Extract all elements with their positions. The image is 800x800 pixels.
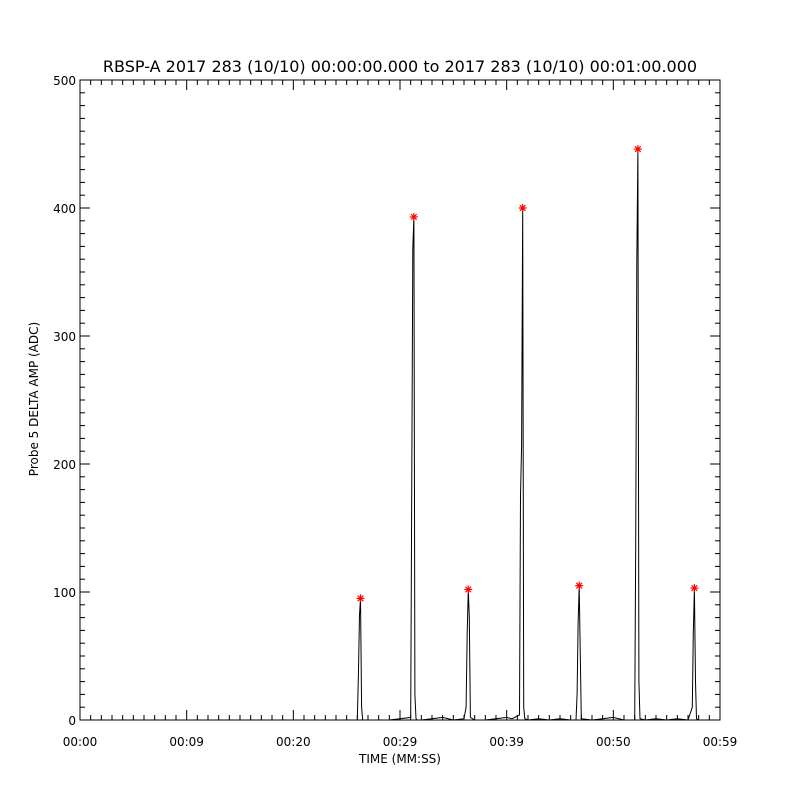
- peak-marker-stroke: [519, 204, 526, 212]
- peak-marker: [690, 584, 699, 593]
- peak-marker-stroke: [465, 586, 472, 593]
- x-tick-label: 00:50: [596, 735, 631, 749]
- series-group: [80, 149, 720, 721]
- peak-marker-stroke: [575, 582, 583, 589]
- peak-marker-stroke: [357, 595, 364, 602]
- x-tick-label: 00:39: [489, 735, 524, 749]
- y-tick-label: 100: [53, 586, 76, 600]
- x-tick-label: 00:29: [383, 735, 418, 749]
- x-tick-label: 00:09: [169, 735, 204, 749]
- peak-marker-stroke: [634, 145, 642, 153]
- y-tick-label: 200: [53, 458, 76, 472]
- peak-marker: [409, 212, 418, 221]
- series-line: [80, 149, 720, 721]
- axis-ticks: [79, 79, 721, 721]
- peak-marker: [575, 581, 584, 590]
- chart-title: RBSP-A 2017 283 (10/10) 00:00:00.000 to …: [103, 57, 697, 76]
- x-tick-label: 00:00: [63, 735, 98, 749]
- peak-marker: [464, 585, 473, 594]
- x-tick-label: 00:59: [703, 735, 738, 749]
- peak-marker-stroke: [410, 213, 418, 221]
- peak-marker: [633, 145, 642, 154]
- y-tick-label: 300: [53, 330, 76, 344]
- y-tick-label: 500: [53, 74, 76, 88]
- x-tick-labels: 00:00 00:09 00:20 00:29 00:39 00:50 00:59: [63, 735, 738, 749]
- y-axis-label: Probe 5 DELTA AMP (ADC): [27, 322, 41, 476]
- plot-frame: [79, 79, 721, 721]
- peak-marker: [356, 594, 365, 603]
- y-tick-label: 400: [53, 202, 76, 216]
- peak-marker: [518, 204, 527, 212]
- x-tick-label: 00:20: [276, 735, 311, 749]
- x-axis-label: TIME (MM:SS): [358, 752, 441, 766]
- y-tick-labels: 0 100 200 300 400 500: [53, 74, 76, 728]
- peak-marker-stroke: [691, 584, 698, 592]
- y-tick-label: 0: [68, 714, 76, 728]
- peak-markers: [356, 145, 699, 603]
